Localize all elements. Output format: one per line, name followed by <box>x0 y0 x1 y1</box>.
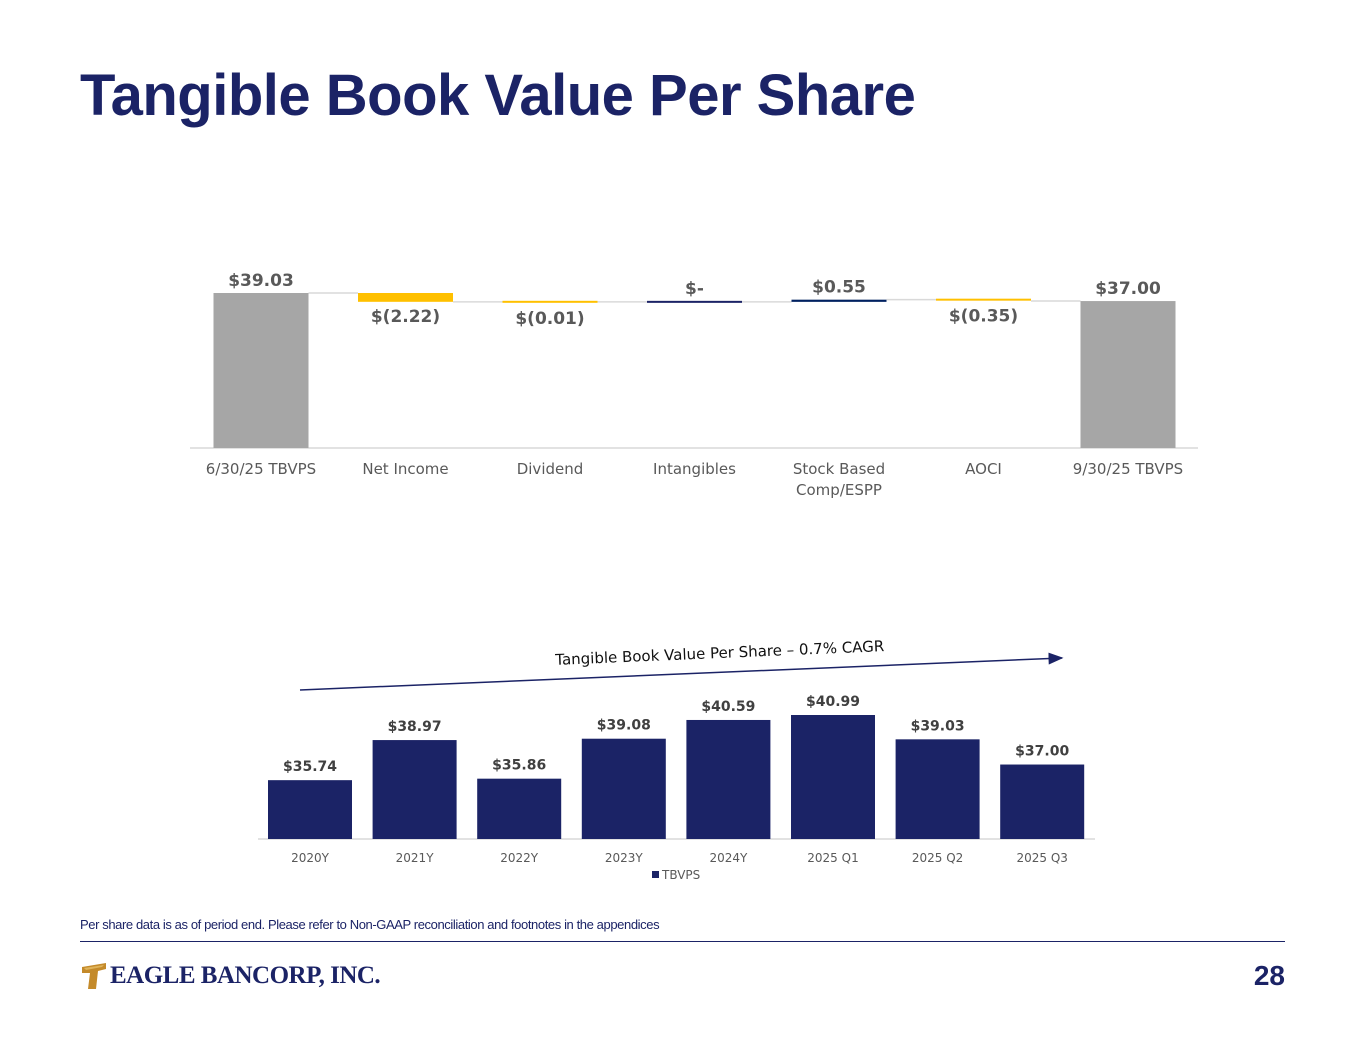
waterfall-category-label: AOCI <box>965 460 1002 478</box>
waterfall-data-label: $0.55 <box>812 278 866 298</box>
cagr-trend-arrow <box>299 652 1064 691</box>
tbvps-category-label: 2022Y <box>500 851 539 865</box>
waterfall-category-label: 9/30/25 TBVPS <box>1073 460 1183 478</box>
page-title: Tangible Book Value Per Share <box>80 63 916 128</box>
tbvps-bar <box>268 780 352 839</box>
waterfall-bar <box>358 293 453 302</box>
waterfall-category-label: Intangibles <box>653 460 736 478</box>
tbvps-data-label: $35.74 <box>283 759 337 775</box>
legend-swatch <box>652 871 659 878</box>
tbvps-data-label: $40.99 <box>806 694 860 710</box>
legend-label: TBVPS <box>661 868 700 882</box>
tbvps-data-label: $40.59 <box>701 699 755 715</box>
tbvps-category-label: 2025 Q1 <box>807 851 858 865</box>
tbvps-data-label: $39.08 <box>597 718 651 734</box>
waterfall-category-label: Net Income <box>362 460 448 478</box>
waterfall-category-label: Stock Based <box>793 460 885 478</box>
tbvps-category-label: 2021Y <box>396 851 435 865</box>
waterfall-data-label: $39.03 <box>228 271 294 291</box>
tbvps-data-label: $35.86 <box>492 758 546 774</box>
tbvps-bar <box>477 778 562 839</box>
waterfall-bar <box>1080 301 1176 448</box>
tbvps-bar <box>791 715 875 839</box>
company-logo: EAGLE BANCORP, INC. <box>80 960 381 992</box>
waterfall-bar <box>647 300 742 303</box>
waterfall-bar <box>502 300 598 303</box>
tbvps-bar <box>581 738 666 839</box>
tbvps-data-label: $39.03 <box>911 718 965 734</box>
tbvps-category-label: 2020Y <box>291 851 330 865</box>
tbvps-data-label: $37.00 <box>1015 744 1069 760</box>
tbvps-bar-chart: Tangible Book Value Per Share – 0.7% CAG… <box>258 637 1095 882</box>
eagle-logo-icon <box>82 963 106 989</box>
waterfall-bar <box>213 293 309 448</box>
footer-divider <box>80 941 1285 942</box>
waterfall-category-label: Dividend <box>517 460 584 478</box>
waterfall-category-label: Comp/ESPP <box>796 481 882 499</box>
tbvps-bar <box>1000 764 1085 839</box>
waterfall-data-label: $(2.22) <box>371 307 440 327</box>
tbvps-category-label: 2025 Q2 <box>912 851 963 865</box>
waterfall-bar <box>936 298 1031 301</box>
waterfall-category-label: 6/30/25 TBVPS <box>206 460 316 478</box>
tbvps-category-label: 2023Y <box>605 851 644 865</box>
page-number: 28 <box>1253 960 1285 991</box>
footnote: Per share data is as of period end. Plea… <box>80 917 660 932</box>
waterfall-data-label: $37.00 <box>1095 279 1161 299</box>
charts-canvas: $39.03 6/30/25 TBVPS $(2.22) Net Income $(0.… <box>190 271 1198 882</box>
waterfall-data-label: $- <box>685 279 704 299</box>
tbvps-bar <box>372 740 457 839</box>
tbvps-bar <box>686 719 771 839</box>
tbvps-bar <box>895 739 980 839</box>
waterfall-chart: $39.03 6/30/25 TBVPS $(2.22) Net Income $(0.… <box>190 271 1198 499</box>
tbvps-data-label: $38.97 <box>388 719 442 735</box>
cagr-annotation: Tangible Book Value Per Share – 0.7% CAG… <box>554 637 885 669</box>
tbvps-category-label: 2024Y <box>709 851 748 865</box>
waterfall-data-label: $(0.01) <box>515 309 584 329</box>
company-logo-text: EAGLE BANCORP, INC. <box>110 962 381 989</box>
tbvps-category-label: 2025 Q3 <box>1016 851 1067 865</box>
waterfall-data-label: $(0.35) <box>949 307 1018 327</box>
waterfall-bar <box>791 299 887 302</box>
